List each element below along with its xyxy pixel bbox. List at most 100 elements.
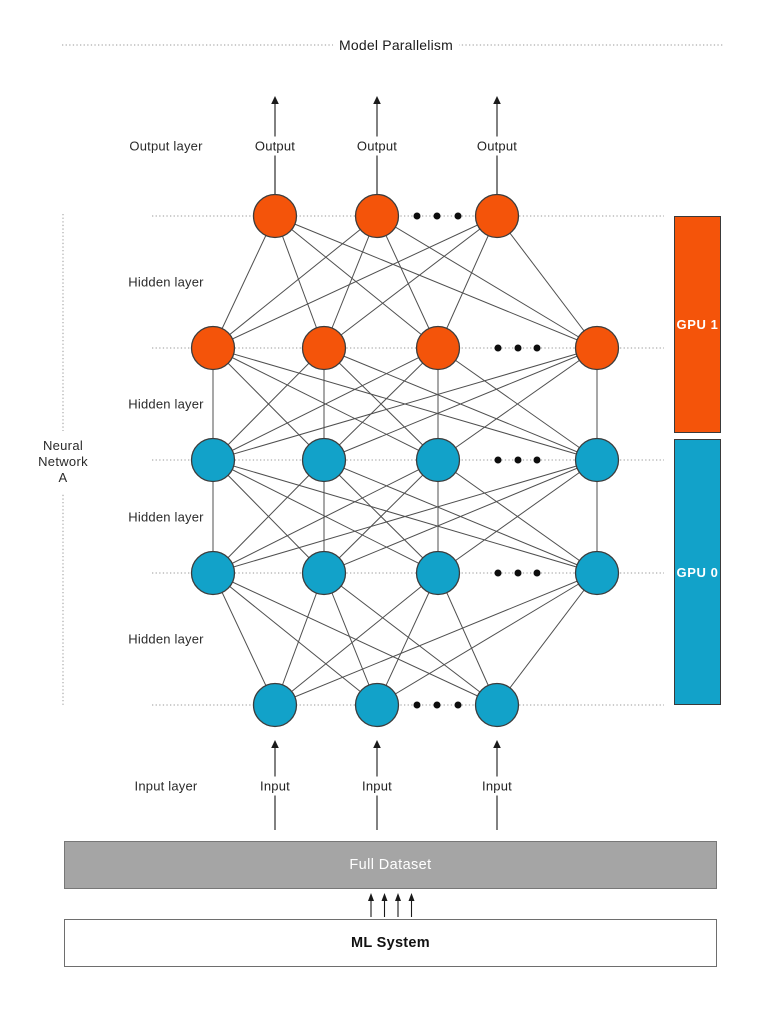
connection-line (323, 459, 439, 574)
gpu0-label: GPU 0 (676, 564, 719, 580)
output-label-0: Output (251, 136, 299, 156)
ellipsis-dot (413, 701, 421, 709)
neural-network-label-line: Network (38, 454, 88, 469)
ml-system-label: ML System (351, 935, 430, 951)
ellipsis-dot (433, 212, 441, 220)
output-arrow-head (373, 96, 381, 104)
connection-line (212, 215, 276, 349)
input-label-0: Input (257, 776, 293, 796)
ellipsis-dot (494, 456, 502, 464)
connection-line (323, 215, 378, 349)
gpu1-box: GPU 1 (674, 216, 721, 433)
feed-arrow-head (368, 893, 374, 901)
connection-line (212, 347, 439, 461)
connection-line (437, 215, 498, 349)
neuron-node (474, 682, 520, 728)
output-label-2: Output (473, 136, 521, 156)
connection-line (212, 459, 439, 574)
feed-arrow-head (395, 893, 401, 901)
connection-line (274, 215, 439, 349)
neuron-node (354, 193, 400, 239)
connection-line (212, 459, 598, 574)
ellipsis-dot (413, 212, 421, 220)
connection-line (496, 215, 598, 349)
neuron-node (574, 550, 620, 596)
connection-line (212, 459, 325, 574)
connection-line (212, 347, 325, 461)
connection-line (212, 215, 498, 349)
neural-network-label: Neural Network A (35, 431, 91, 493)
connection-line (323, 215, 498, 349)
ellipsis-dot (494, 344, 502, 352)
input-arrow-head (271, 740, 279, 748)
neuron-node (474, 193, 520, 239)
neuron-node (301, 325, 347, 371)
output-arrow-head (493, 96, 501, 104)
layer-label-3: Hidden layer (128, 509, 204, 525)
connection-line (323, 572, 378, 706)
ellipsis-dot (533, 344, 541, 352)
neuron-node (252, 682, 298, 728)
connection-line (376, 572, 439, 706)
neuron-node (252, 193, 298, 239)
ellipsis-dot (494, 569, 502, 577)
connection-line (376, 572, 598, 706)
connection-line (437, 572, 498, 706)
neuron-node (190, 437, 236, 483)
feed-arrow-head (408, 893, 415, 901)
layer-label-2: Hidden layer (128, 396, 204, 412)
gpu1-label: GPU 1 (676, 317, 719, 332)
layer-label-1: Hidden layer (128, 274, 204, 290)
input-label-2: Input (479, 776, 515, 796)
connection-line (274, 572, 325, 706)
neuron-node (574, 325, 620, 371)
full-dataset-bar: Full Dataset (64, 841, 717, 889)
neuron-node (415, 550, 461, 596)
ml-system-box: ML System (64, 919, 717, 967)
connection-line (212, 572, 498, 706)
connection-line (274, 572, 439, 706)
neuron-node (574, 437, 620, 483)
connection-line (437, 459, 598, 574)
connection-line (323, 572, 498, 706)
neuron-node (190, 550, 236, 596)
ellipsis-dot (514, 344, 522, 352)
connection-line (437, 347, 598, 461)
input-arrow-head (493, 740, 501, 748)
full-dataset-label: Full Dataset (349, 857, 432, 873)
layer-label-4: Hidden layer (128, 631, 204, 647)
connection-line (376, 215, 439, 349)
layer-label-5: Input layer (134, 778, 198, 794)
connection-line (274, 215, 325, 349)
connection-line (323, 459, 598, 574)
neuron-node (354, 682, 400, 728)
input-arrow-head (373, 740, 381, 748)
feed-arrow-head (381, 893, 388, 901)
output-arrow-head (271, 96, 279, 104)
ellipsis-dot (514, 569, 522, 577)
ellipsis-dot (454, 212, 462, 220)
ellipsis-dot (533, 569, 541, 577)
ellipsis-dot (433, 701, 441, 709)
connection-line (376, 215, 598, 349)
ellipsis-dot (533, 456, 541, 464)
connection-line (323, 347, 439, 461)
ellipsis-dot (514, 456, 522, 464)
neural-network-label-line: Neural (42, 438, 84, 453)
neuron-node (190, 325, 236, 371)
connection-line (212, 347, 598, 461)
connection-line (323, 347, 598, 461)
input-label-1: Input (359, 776, 395, 796)
output-label-1: Output (353, 136, 401, 156)
ellipsis-dot (454, 701, 462, 709)
layer-label-0: Output layer (129, 138, 203, 154)
connection-line (274, 572, 598, 706)
neuron-node (415, 437, 461, 483)
connection-line (212, 572, 378, 706)
neuron-node (415, 325, 461, 371)
neuron-node (301, 550, 347, 596)
neuron-node (301, 437, 347, 483)
neural-network-label-line: A (58, 470, 68, 485)
